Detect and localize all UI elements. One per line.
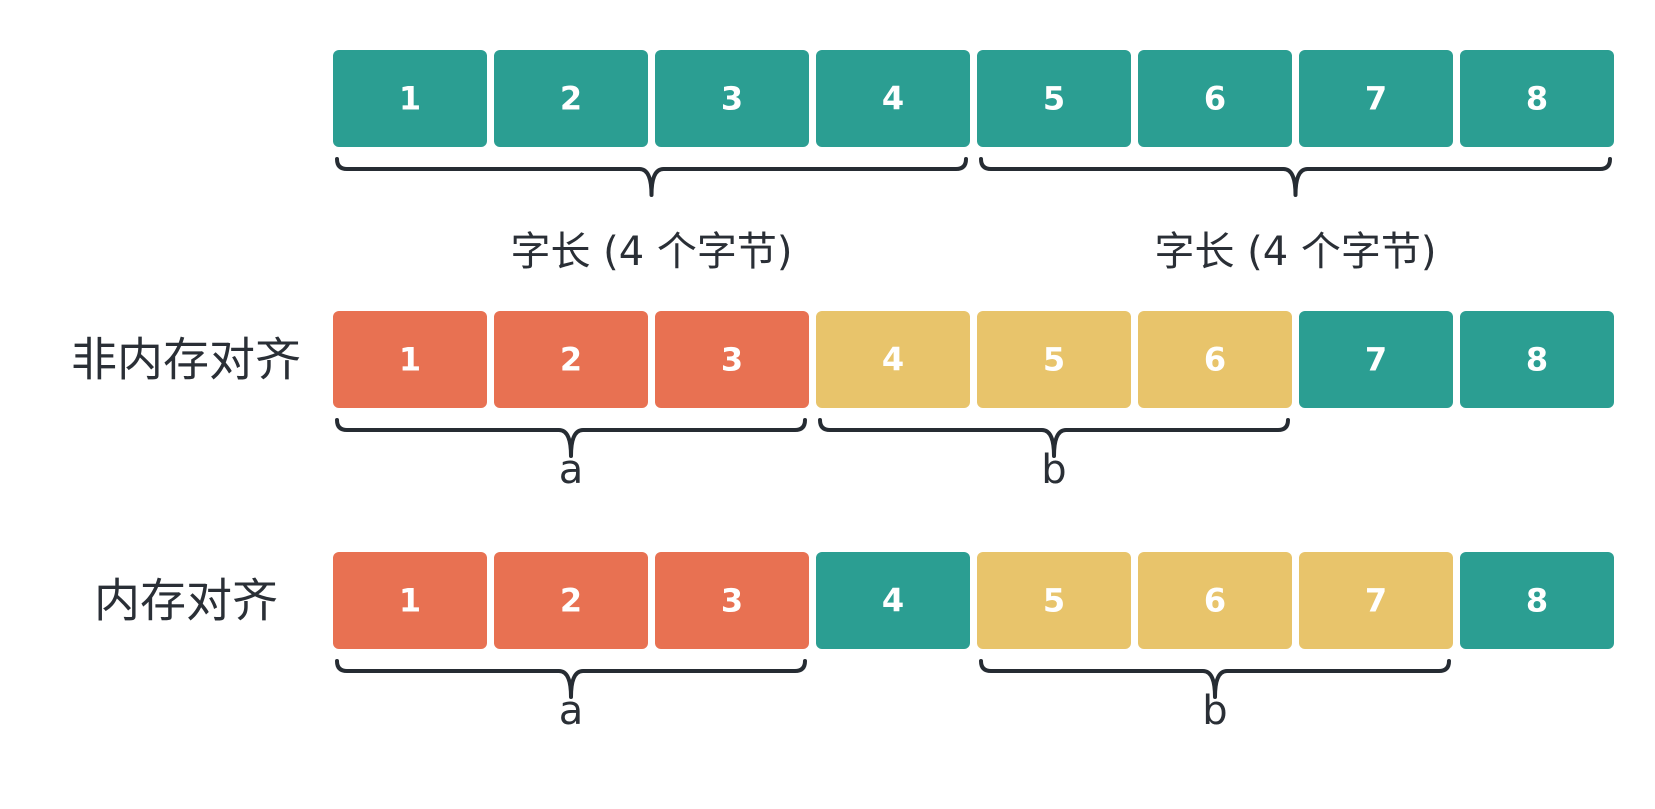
byte-cell-number: 2 xyxy=(560,80,582,118)
byte-cell-number: 5 xyxy=(1043,582,1065,620)
byte-cell-number: 2 xyxy=(560,341,582,379)
byte-cell-number: 4 xyxy=(882,582,904,620)
byte-cell-8: 8 xyxy=(1460,552,1614,649)
byte-cell-box xyxy=(1138,311,1292,408)
byte-cell-box xyxy=(977,50,1131,147)
byte-cell-3: 3 xyxy=(655,311,809,408)
byte-cell-box xyxy=(1460,311,1614,408)
row-label: 内存对齐 xyxy=(94,574,278,628)
byte-cell-number: 4 xyxy=(882,80,904,118)
variable-label: b xyxy=(1202,688,1227,734)
brace-1-4 xyxy=(335,157,968,197)
variable-label: a xyxy=(559,688,584,734)
word-size-caption: 字长 (4 个字节) xyxy=(510,229,792,275)
byte-cell-number: 3 xyxy=(721,582,743,620)
byte-cell-number: 1 xyxy=(399,341,421,379)
byte-cell-number: 4 xyxy=(882,341,904,379)
brace-4-6 xyxy=(818,418,1290,458)
byte-cell-box xyxy=(1138,552,1292,649)
byte-cell-1: 1 xyxy=(333,311,487,408)
word-row: 1 2 3 4 5 6 7 8 字长 (4 个字节) 字长 (4 个字节) xyxy=(333,50,1614,275)
byte-cell-box xyxy=(816,552,970,649)
byte-cell-8: 8 xyxy=(1460,50,1614,147)
byte-cell-box xyxy=(494,50,648,147)
byte-cell-3: 3 xyxy=(655,50,809,147)
byte-cell-box xyxy=(333,552,487,649)
byte-cell-number: 1 xyxy=(399,582,421,620)
byte-cell-1: 1 xyxy=(333,552,487,649)
byte-cell-number: 7 xyxy=(1365,80,1387,118)
byte-cell-number: 8 xyxy=(1526,80,1548,118)
byte-cell-box xyxy=(655,311,809,408)
brace-5-8 xyxy=(979,157,1612,197)
byte-cell-box xyxy=(1299,50,1453,147)
byte-cell-box xyxy=(1460,552,1614,649)
byte-cell-7: 7 xyxy=(1299,311,1453,408)
byte-cell-7: 7 xyxy=(1299,50,1453,147)
byte-cell-box xyxy=(816,50,970,147)
byte-cell-4: 4 xyxy=(816,50,970,147)
byte-cell-box xyxy=(977,552,1131,649)
brace-1-3 xyxy=(335,659,807,699)
byte-cell-2: 2 xyxy=(494,552,648,649)
byte-cell-number: 8 xyxy=(1526,582,1548,620)
unaligned-row: 非内存对齐 1 2 3 4 5 6 7 8 a b xyxy=(71,311,1614,493)
byte-cell-number: 6 xyxy=(1204,341,1226,379)
byte-cell-5: 5 xyxy=(977,552,1131,649)
byte-cell-number: 3 xyxy=(721,80,743,118)
variable-label: a xyxy=(559,447,584,493)
byte-cell-number: 3 xyxy=(721,341,743,379)
byte-cell-5: 5 xyxy=(977,311,1131,408)
brace-1-3 xyxy=(335,418,807,458)
byte-cell-box xyxy=(816,311,970,408)
byte-cell-number: 2 xyxy=(560,582,582,620)
byte-cell-number: 1 xyxy=(399,80,421,118)
byte-cell-number: 6 xyxy=(1204,80,1226,118)
row-label: 非内存对齐 xyxy=(71,333,301,387)
byte-cell-7: 7 xyxy=(1299,552,1453,649)
byte-cell-8: 8 xyxy=(1460,311,1614,408)
byte-cell-box xyxy=(655,50,809,147)
aligned-row: 内存对齐 1 2 3 4 5 6 7 8 a b xyxy=(94,552,1614,734)
byte-cell-4: 4 xyxy=(816,552,970,649)
byte-cell-number: 7 xyxy=(1365,582,1387,620)
byte-cell-6: 6 xyxy=(1138,552,1292,649)
byte-cell-box xyxy=(1460,50,1614,147)
byte-cell-number: 5 xyxy=(1043,341,1065,379)
byte-cell-box xyxy=(655,552,809,649)
byte-cell-2: 2 xyxy=(494,50,648,147)
variable-label: b xyxy=(1041,447,1066,493)
byte-cell-box xyxy=(333,311,487,408)
byte-cell-box xyxy=(977,311,1131,408)
byte-cell-3: 3 xyxy=(655,552,809,649)
byte-cell-number: 6 xyxy=(1204,582,1226,620)
byte-cell-number: 5 xyxy=(1043,80,1065,118)
byte-cell-1: 1 xyxy=(333,50,487,147)
brace-5-7 xyxy=(979,659,1451,699)
byte-cell-6: 6 xyxy=(1138,311,1292,408)
byte-cell-5: 5 xyxy=(977,50,1131,147)
word-size-caption: 字长 (4 个字节) xyxy=(1154,229,1436,275)
byte-cell-box xyxy=(1299,311,1453,408)
byte-cell-box xyxy=(494,311,648,408)
byte-cell-box xyxy=(1138,50,1292,147)
byte-cell-number: 8 xyxy=(1526,341,1548,379)
byte-cell-2: 2 xyxy=(494,311,648,408)
byte-cell-box xyxy=(494,552,648,649)
byte-cell-box xyxy=(333,50,487,147)
byte-cell-6: 6 xyxy=(1138,50,1292,147)
byte-cell-4: 4 xyxy=(816,311,970,408)
byte-cell-box xyxy=(1299,552,1453,649)
byte-cell-number: 7 xyxy=(1365,341,1387,379)
